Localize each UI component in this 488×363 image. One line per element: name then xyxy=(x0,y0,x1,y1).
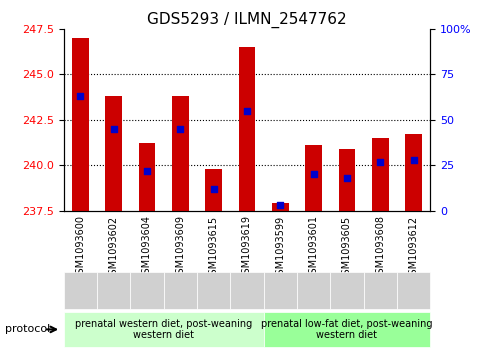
Point xyxy=(142,168,150,174)
Bar xyxy=(105,96,122,211)
Point xyxy=(343,175,350,181)
Point xyxy=(376,159,384,164)
Bar xyxy=(205,169,222,211)
Bar xyxy=(238,47,255,211)
Bar xyxy=(172,96,188,211)
Point xyxy=(109,126,117,132)
Title: GDS5293 / ILMN_2547762: GDS5293 / ILMN_2547762 xyxy=(147,12,346,28)
Text: prenatal low-fat diet, post-weaning
western diet: prenatal low-fat diet, post-weaning west… xyxy=(261,319,432,340)
Bar xyxy=(138,143,155,211)
Bar xyxy=(371,138,388,211)
Point xyxy=(76,93,84,99)
Bar xyxy=(338,149,355,211)
Bar xyxy=(271,203,288,211)
Point xyxy=(409,157,417,163)
Point xyxy=(309,171,317,177)
Point xyxy=(243,108,250,114)
Text: prenatal western diet, post-weaning
western diet: prenatal western diet, post-weaning west… xyxy=(75,319,252,340)
Point xyxy=(209,186,217,192)
Bar xyxy=(405,134,421,211)
Bar xyxy=(72,38,88,211)
Point xyxy=(176,126,184,132)
Bar xyxy=(305,145,321,211)
Point xyxy=(276,202,284,208)
Text: protocol: protocol xyxy=(5,325,50,334)
